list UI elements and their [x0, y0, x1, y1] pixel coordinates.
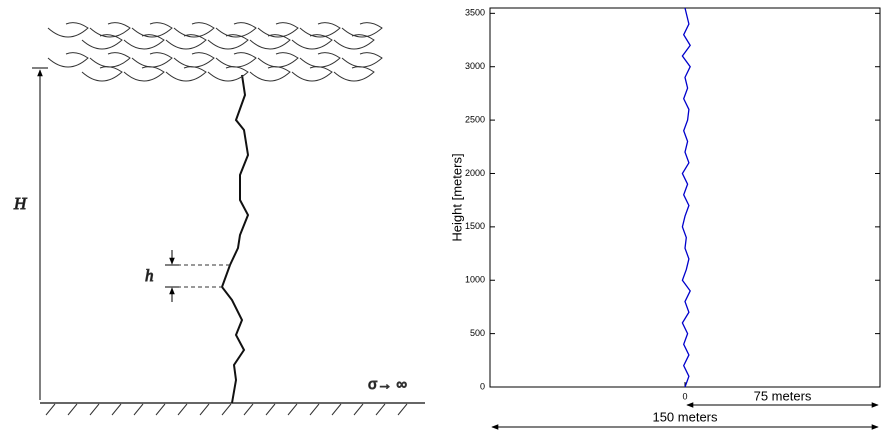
y-tick-label: 1500	[465, 221, 485, 231]
cloud-arc	[299, 52, 341, 68]
y-tick-label: 0	[480, 381, 485, 391]
hatch	[199, 403, 210, 416]
cloud-arc	[123, 34, 165, 50]
annotation: 150 meters	[652, 409, 718, 424]
hatch	[177, 403, 188, 416]
hatch	[243, 403, 254, 416]
cloud-arc	[291, 66, 333, 82]
hatch	[375, 403, 386, 416]
lightning-diagram: H h σ→ ∞	[13, 22, 425, 416]
y-tick-label: 1000	[465, 275, 485, 285]
cloud-arc	[333, 34, 375, 50]
y-tick-label: 3500	[465, 8, 485, 18]
cloud-arc	[131, 52, 173, 68]
hatch	[309, 403, 320, 416]
hatch	[397, 403, 408, 416]
hatch	[89, 403, 100, 416]
cloud-arc	[173, 52, 215, 68]
hatch	[287, 403, 298, 416]
cloud-arc	[207, 66, 249, 82]
height-label: H	[13, 194, 28, 213]
ground-label: σ→ ∞	[368, 376, 407, 393]
data-line	[681, 7, 691, 388]
y-tick-label: 2500	[465, 114, 485, 124]
cloud-arc	[333, 66, 375, 82]
cloud-arc	[341, 52, 383, 68]
cloud-arc	[249, 66, 291, 82]
y-tick-label: 3000	[465, 61, 485, 71]
cloud-arc	[291, 34, 333, 50]
hatch	[111, 403, 122, 416]
hatch	[45, 403, 56, 416]
hatch	[221, 403, 232, 416]
y-axis-label: Height [meters]	[449, 153, 464, 241]
cloud-arc	[257, 52, 299, 68]
lightning-bolt	[220, 74, 250, 404]
y-tick-label: 2000	[465, 168, 485, 178]
cloud-arc	[123, 66, 165, 82]
cloud-arc	[81, 66, 123, 82]
annotation: 75 meters	[754, 388, 812, 403]
step-label: h	[145, 266, 154, 285]
plot: 0 500 1000 1500 2000 2500 3000 3500 0 Height [met…	[449, 7, 881, 430]
cloud-arc	[47, 22, 89, 38]
hatch	[133, 403, 144, 416]
x-tick-label: 0	[682, 391, 687, 401]
cloud-arc	[165, 66, 207, 82]
cloud-arc	[47, 52, 89, 68]
hatch	[331, 403, 342, 416]
cloud-arc	[249, 34, 291, 50]
hatch	[265, 403, 276, 416]
cloud-arc	[81, 34, 123, 50]
hatch	[155, 403, 166, 416]
cloud-arc	[215, 52, 257, 68]
cloud-arc	[89, 52, 131, 68]
y-tick-label: 500	[470, 328, 485, 338]
hatch	[67, 403, 78, 416]
cloud-arc	[207, 34, 249, 50]
hatch	[353, 403, 364, 416]
cloud-arc	[165, 34, 207, 50]
